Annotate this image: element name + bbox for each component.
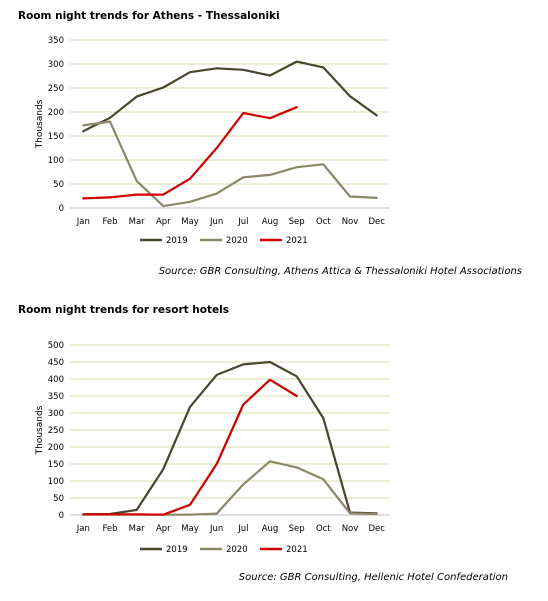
y-tick-label: 150 xyxy=(48,132,64,142)
legend-label-2020: 2020 xyxy=(226,236,248,246)
x-tick-label: Jul xyxy=(237,217,248,227)
y-tick-label: 250 xyxy=(48,84,64,94)
series-line-2019 xyxy=(82,360,378,516)
x-tick-label: Dec xyxy=(368,524,385,534)
y-tick-label: 100 xyxy=(48,156,64,166)
chart-plot: 0 50 100 150 200 250 300 350 400 450 500 Jan Feb Mar A… xyxy=(35,341,390,555)
x-tick-label: Jan xyxy=(76,217,90,227)
legend-label-2020: 2020 xyxy=(226,545,248,555)
series-line-2020 xyxy=(82,460,378,516)
legend-label-2021: 2021 xyxy=(286,545,308,555)
x-tick-label: Mar xyxy=(129,217,146,227)
x-tick-label: Jun xyxy=(209,217,223,227)
y-tick-label: 50 xyxy=(53,180,64,190)
y-tick-label: 0 xyxy=(59,511,64,521)
x-tick-label: May xyxy=(181,217,199,227)
x-tick-label: Jan xyxy=(76,524,90,534)
x-tick-label: Aug xyxy=(262,524,279,534)
chart-resort-hotels: Room night trends for resort hotels 0 50 1… xyxy=(0,300,548,601)
y-tick-label: 0 xyxy=(59,204,64,214)
x-tick-label: Sep xyxy=(289,524,305,534)
legend-label-2019: 2019 xyxy=(166,545,188,555)
x-tick-label: Sep xyxy=(289,217,305,227)
y-tick-label: 250 xyxy=(48,426,64,436)
y-tick-label: 350 xyxy=(48,392,64,402)
y-tick-label: 400 xyxy=(48,375,64,385)
series-line-2021 xyxy=(82,106,298,200)
y-tick-label: 300 xyxy=(48,409,64,419)
x-tick-label: Feb xyxy=(102,524,117,534)
x-tick-label: Nov xyxy=(342,524,359,534)
x-tick-label: Nov xyxy=(342,217,359,227)
x-tick-label: Apr xyxy=(156,217,171,227)
y-tick-label: 350 xyxy=(48,36,64,46)
legend-label-2021: 2021 xyxy=(286,236,308,246)
x-tick-label: Oct xyxy=(316,524,331,534)
y-tick-label: 500 xyxy=(48,341,64,351)
series-line-2019 xyxy=(82,60,378,133)
x-tick-label: Jun xyxy=(209,524,223,534)
x-tick-label: Mar xyxy=(129,524,146,534)
x-tick-label: Feb xyxy=(102,217,117,227)
x-tick-label: Jul xyxy=(237,524,248,534)
x-tick-label: May xyxy=(181,524,199,534)
chart-title: Room night trends for resort hotels xyxy=(18,304,229,316)
chart-source: Source: GBR Consulting, Athens Attica & … xyxy=(158,266,522,277)
chart-athens-thessaloniki: Room night trends for Athens - Thessalon… xyxy=(0,0,548,300)
y-tick-label: 50 xyxy=(53,494,64,504)
y-tick-label: 200 xyxy=(48,443,64,453)
x-tick-label: Aug xyxy=(262,217,279,227)
chart-source: Source: GBR Consulting, Hellenic Hotel C… xyxy=(238,572,508,583)
x-tick-label: Oct xyxy=(316,217,331,227)
y-tick-label: 200 xyxy=(48,108,64,118)
x-tick-label: Apr xyxy=(156,524,171,534)
y-tick-label: 300 xyxy=(48,60,64,70)
y-axis-label: Thousands xyxy=(35,99,45,149)
chart-plot: 0 50 100 150 200 250 300 350 Jan Feb Mar Apr May Jun J… xyxy=(35,36,390,246)
y-tick-label: 100 xyxy=(48,477,64,487)
legend-label-2019: 2019 xyxy=(166,236,188,246)
series-line-2020 xyxy=(82,120,378,208)
x-tick-label: Dec xyxy=(368,217,385,227)
chart-title: Room night trends for Athens - Thessalon… xyxy=(18,10,280,22)
y-axis-label: Thousands xyxy=(35,405,45,455)
y-tick-label: 150 xyxy=(48,460,64,470)
y-tick-label: 450 xyxy=(48,358,64,368)
series-line-2021 xyxy=(82,378,298,516)
